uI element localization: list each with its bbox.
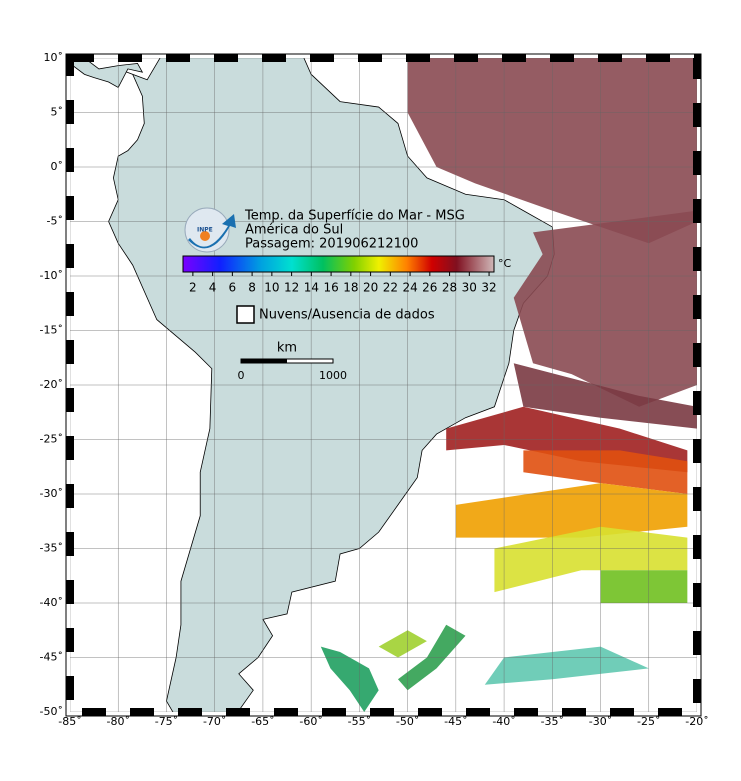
lon-tick-label: -75˚ [155,715,178,728]
sst-patch [513,363,697,429]
lon-tick-label: -60˚ [299,715,322,728]
frame-outline [65,53,702,717]
sst-patch [455,483,688,538]
logo-sun [200,231,210,241]
logo-arrow [188,214,236,249]
lon-tick-label: -25˚ [637,715,660,728]
land [70,58,144,88]
lon-tick-label: -80˚ [106,715,129,728]
colorbar-tick-label: 30 [462,281,477,295]
lat-tick-label: 10˚ [44,51,64,64]
lat-tick-label: -15˚ [40,324,63,337]
lon-tick-label: -65˚ [251,715,274,728]
lat-tick-label: -45˚ [40,651,63,664]
logo-text: INPE [197,227,213,234]
scale-unit: km [277,341,297,356]
legend-label: Nuvens/Ausencia de dados [259,308,435,323]
colorbar [182,255,495,273]
lon-tick-label: -70˚ [203,715,226,728]
sst-patch [523,450,688,494]
scale-start: 0 [238,369,245,382]
map-frame [66,54,701,716]
colorbar-tick-label: 28 [442,281,457,295]
lon-tick-label: -45˚ [444,715,467,728]
colorbar-tick-label: 4 [209,281,217,295]
sst-patch [513,210,697,407]
region: América do Sul [245,223,343,238]
title: Temp. da Superfície do Mar - MSG [244,209,465,224]
lat-tick-label: -25˚ [40,433,63,446]
logo: INPE [184,207,236,253]
lat-tick-label: -35˚ [40,542,63,555]
lon-tick-label: -50˚ [396,715,419,728]
colorbar-tick-label: 10 [264,281,279,295]
colorbar-tick-label: 24 [402,281,417,295]
colorbar-tick-label: 2 [189,281,197,295]
scale-bar-fill [241,359,287,363]
lon-tick-label: -30˚ [589,715,612,728]
lat-tick-label: 5˚ [51,106,64,119]
scale-end: 1000 [319,369,347,382]
scale-bar: km 0 1000 [238,341,348,383]
lon-tick-label: -35˚ [541,715,564,728]
colorbar-unit: °C [498,257,512,270]
lat-tick-label: -50˚ [40,705,63,718]
lon-tick-label: -20˚ [685,715,708,728]
lon-tick-label: -40˚ [492,715,515,728]
lon-tick-label: -55˚ [348,715,371,728]
colorbar-tick-label: 12 [284,281,299,295]
sst-patch [600,570,688,603]
map-area [70,58,697,712]
sst-patch [484,646,649,685]
colorbar-tick-label: 22 [383,281,398,295]
colorbar-tick-label: 14 [304,281,319,295]
lat-tick-label: -10˚ [40,269,63,282]
lat-tick-label: -20˚ [40,378,63,391]
lat-tick-label: 0˚ [51,160,64,173]
colorbar-tick-label: 8 [248,281,256,295]
sst-patch [494,526,688,593]
colorbar-tick-label: 32 [481,281,496,295]
colorbar-tick-label: 16 [323,281,338,295]
lat-tick-label: -40˚ [40,596,63,609]
colorbar-tick-label: 18 [343,281,358,295]
pass: Passagem: 201906212100 [245,237,418,252]
sst-patch [320,646,379,712]
colorbar-tick-label: 6 [229,281,237,295]
lat-tick-label: -5˚ [47,215,63,228]
sst-patch [378,630,427,658]
colorbar-tick-label: 26 [422,281,437,295]
lon-tick-label: -85˚ [58,715,81,728]
colorbar-tick-label: 20 [363,281,378,295]
legend-swatch [236,305,255,324]
lat-tick-label: -30˚ [40,487,63,500]
